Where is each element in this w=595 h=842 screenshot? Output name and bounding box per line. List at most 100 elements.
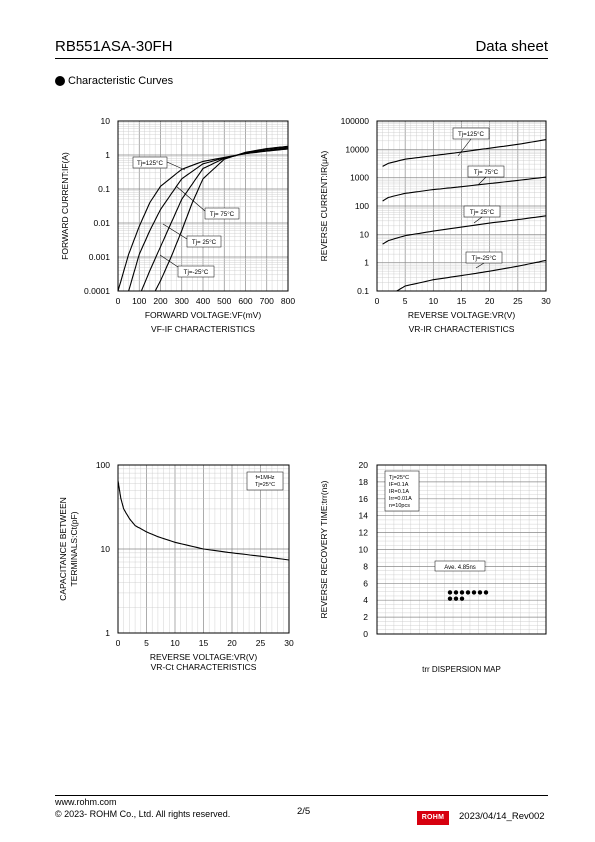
y-tick-label: 10	[101, 544, 111, 554]
series-label: Tj=-25°C	[472, 255, 497, 262]
x-tick-label: 0	[375, 296, 380, 306]
x-tick-label: 20	[227, 638, 237, 648]
leader-line	[162, 223, 188, 240]
y-tick-label: 0.1	[98, 184, 110, 194]
y-tick-label: 14	[359, 511, 369, 521]
series-label: Tj= 75°C	[474, 169, 499, 176]
y-axis-label-line1: CAPACITANCE BETWEEN	[58, 497, 68, 601]
x-axis-label: REVERSE VOLTAGE:VR(V)	[408, 310, 516, 320]
y-tick-label: 100000	[341, 116, 370, 126]
series-label: Tj=125°C	[137, 160, 164, 167]
y-tick-label: 2	[363, 612, 368, 622]
series-label-box	[177, 265, 215, 278]
x-tick-label: 20	[485, 296, 495, 306]
x-tick-label: 15	[457, 296, 467, 306]
series-label-box	[186, 235, 222, 248]
leader-line	[457, 138, 472, 157]
revision-date: 2023/04/14_Rev002	[459, 811, 545, 822]
trr-dispersion-chart: 0 2 4 6 8 10 12 14 16 18 20 REVERSE RECOVERY TIME:t…	[319, 460, 547, 674]
y-tick-label: 1000	[350, 173, 369, 183]
plot-frame	[117, 464, 290, 634]
y-tick-label: 0.001	[89, 252, 111, 262]
data-point	[459, 590, 465, 595]
chart-caption: VR-IR CHARACTERISTICS	[409, 324, 515, 334]
x-tick-label: 30	[284, 638, 294, 648]
x-tick-label: 25	[256, 638, 266, 648]
footer-url[interactable]: www.rohm.com	[55, 797, 117, 807]
series-line	[382, 139, 547, 167]
y-tick-label: 10	[359, 545, 369, 555]
plot-frame	[117, 120, 289, 292]
data-point	[477, 590, 483, 595]
legend-text: Irr=0.01A	[389, 496, 412, 502]
y-tick-label: 12	[359, 528, 369, 538]
series-label: Tj= 75°C	[210, 211, 235, 218]
y-tick-label: 10000	[345, 144, 369, 154]
y-axis-label: REVERSE RECOVERY TIME:trr(ns)	[319, 480, 329, 618]
series-label: Tj= 25°C	[470, 209, 495, 216]
section-title: Characteristic Curves	[68, 75, 174, 87]
page-number: 2/5	[297, 806, 311, 817]
series-line	[396, 259, 547, 292]
x-tick-label: 10	[429, 296, 439, 306]
x-tick-label: 300	[175, 296, 189, 306]
y-tick-label: 8	[363, 561, 368, 571]
y-tick-label: 1	[105, 150, 110, 160]
y-tick-label: 16	[359, 494, 369, 504]
x-tick-label: 0	[116, 638, 121, 648]
section-heading: Characteristic Curves	[55, 75, 173, 87]
average-label: Ave. 4.85ns	[444, 565, 476, 571]
data-point	[453, 590, 459, 595]
x-tick-label: 5	[144, 638, 149, 648]
series-label: Tj=-25°C	[184, 269, 209, 276]
x-tick-label: 200	[153, 296, 167, 306]
series-label: Tj= 25°C	[192, 239, 217, 246]
series-label-box	[132, 156, 168, 169]
y-tick-label: 0.0001	[84, 286, 110, 296]
data-point	[465, 590, 471, 595]
series-line	[140, 146, 289, 292]
y-tick-label: 0.01	[93, 218, 110, 228]
vr-ir-chart: 0 5 10 15 20 25 30 0.1 1 10 100 1000 10000 100000 REVE…	[319, 116, 551, 334]
y-axis-label-line2: TERMINALS:Ct(pF)	[69, 511, 79, 586]
header-doc-type: Data sheet	[475, 38, 548, 55]
legend-text: Tj=25°C	[255, 482, 275, 488]
y-tick-label: 20	[359, 460, 369, 470]
leader-line	[475, 262, 485, 269]
y-tick-label: 1	[105, 628, 110, 638]
legend-text: n=10pcs	[389, 503, 410, 509]
x-axis-label: REVERSE VOLTAGE:VR(V)	[150, 652, 258, 662]
x-tick-label: 5	[403, 296, 408, 306]
leader-line	[166, 161, 186, 171]
y-tick-label: 10	[101, 116, 111, 126]
data-point	[459, 596, 465, 601]
x-tick-label: 25	[513, 296, 523, 306]
data-point	[471, 590, 477, 595]
series-line	[154, 145, 289, 292]
legend-text: IF=0.1A	[389, 482, 409, 488]
y-axis-label: FORWARD CURRENT:IF(A)	[60, 152, 70, 260]
x-tick-label: 700	[260, 296, 274, 306]
y-tick-label: 100	[355, 201, 369, 211]
series-line	[128, 147, 289, 292]
legend-box	[384, 470, 420, 512]
plot-frame	[376, 120, 547, 292]
leader-line	[175, 185, 206, 212]
header-part-number: RB551ASA-30FH	[55, 38, 173, 55]
y-tick-label: 4	[363, 595, 368, 605]
legend-text: Tj=25°C	[389, 475, 409, 481]
legend-text: f=1MHz	[255, 475, 274, 481]
x-tick-label: 600	[238, 296, 252, 306]
y-tick-label: 1	[364, 258, 369, 268]
chart-caption: VR-Ct CHARACTERISTICS	[151, 662, 257, 672]
x-axis-label: FORWARD VOLTAGE:VF(mV)	[145, 310, 261, 320]
chart-caption: VF-IF CHARACTERISTICS	[151, 324, 255, 334]
x-tick-label: 800	[281, 296, 295, 306]
legend-box	[246, 471, 284, 491]
rohm-logo: ROHM	[417, 811, 449, 825]
series-label: Tj=125°C	[458, 131, 485, 138]
footer-copyright: © 2023- ROHM Co., Ltd. All rights reserv…	[55, 809, 231, 819]
chart-caption: trr DISPERSION MAP	[422, 665, 501, 674]
x-tick-label: 0	[116, 296, 121, 306]
data-point	[483, 590, 489, 595]
